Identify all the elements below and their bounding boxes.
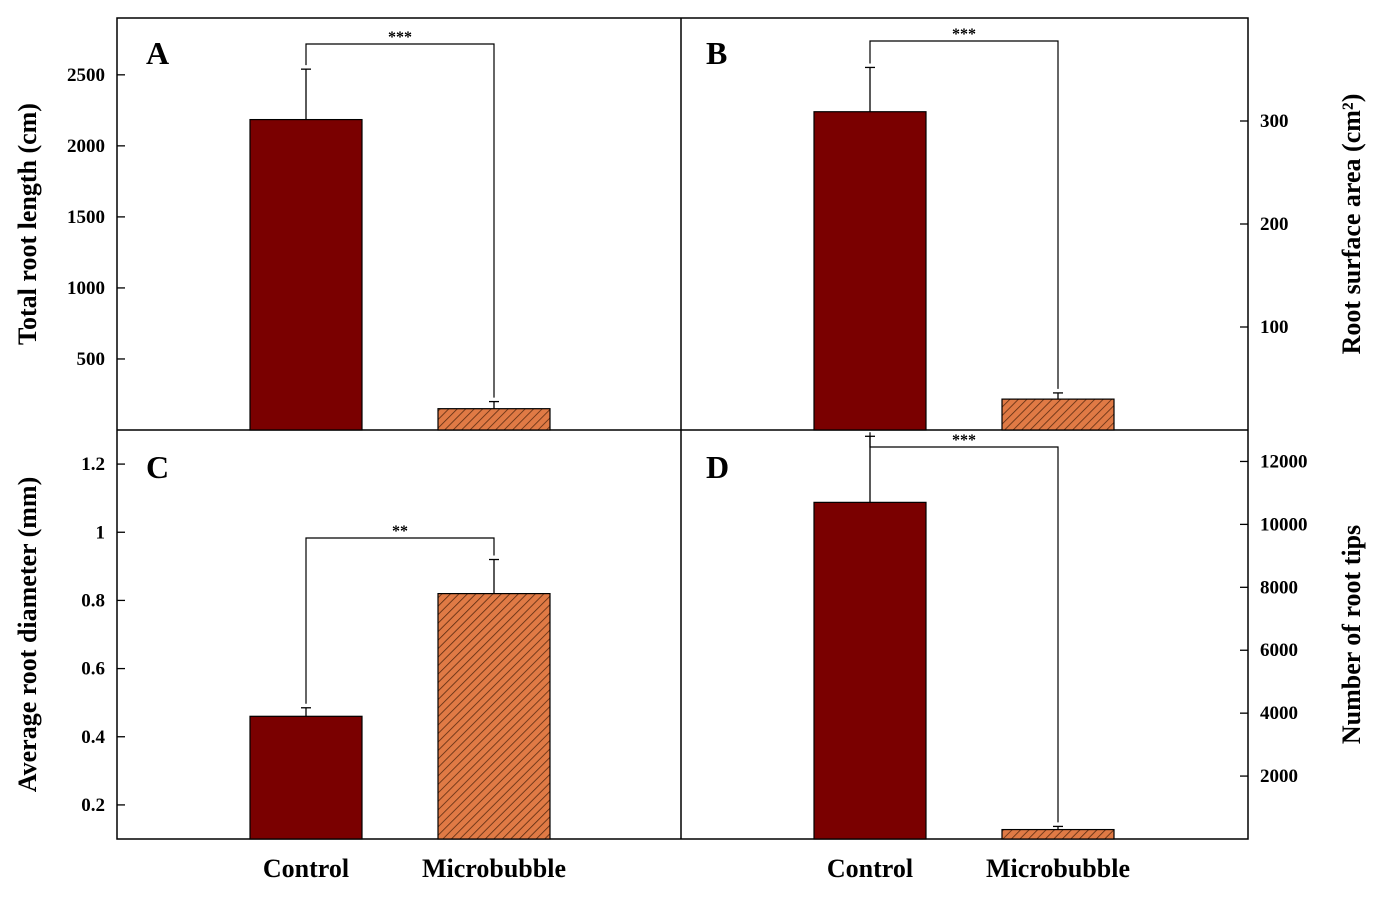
y-tick-label: 200 [1260,214,1289,235]
y-tick-label: 2500 [67,65,105,86]
y-tick-label: 6000 [1260,640,1298,661]
y-axis-label: Number of root tips [1337,525,1366,744]
y-tick-label: 2000 [67,136,105,157]
figure-frame [116,17,1249,840]
panel-b: B 100 200 300 Root surface area (cm²) *** [706,26,1366,431]
y-tick-label: 0.6 [81,659,105,680]
significance-bracket [305,537,495,704]
y-tick-label: 1500 [67,207,105,228]
y-tick-label: 100 [1260,317,1289,338]
y-tick-label: 1 [96,522,106,543]
panel-c: C 0.2 0.4 0.6 0.8 1 1.2 Average root diameter (… [13,449,566,883]
y-tick-label: 2000 [1260,766,1298,787]
x-category-label: Microbubble [422,854,566,883]
bar-control [249,715,363,840]
y-tick-label: 1.2 [81,454,105,475]
bar-microbubble [1001,828,1115,840]
y-tick-label: 0.4 [81,727,105,748]
bar-control [813,111,927,431]
bar-microbubble [1001,398,1115,431]
panel-letter: A [146,35,169,71]
significance-bracket [869,40,1059,389]
bar-control [813,501,927,840]
y-tick-label: 1000 [67,278,105,299]
x-category-label: Microbubble [986,854,1130,883]
bar-control [249,118,363,431]
y-tick-label: 500 [77,349,106,370]
bar-microbubble [437,408,551,431]
y-tick-label: 300 [1260,111,1289,132]
y-axis-label: Average root diameter (mm) [13,477,42,792]
panel-letter: C [146,449,169,485]
y-axis-label: Root surface area (cm²) [1337,94,1366,355]
y-tick-label: 10000 [1260,514,1308,535]
bar-microbubble [437,592,551,840]
significance-label: *** [952,26,976,43]
y-tick-label: 0.8 [81,590,105,611]
y-tick-label: 0.2 [81,795,105,816]
y-axis-label: Total root length (cm) [13,103,42,345]
significance-bracket [305,43,495,398]
x-category-label: Control [263,854,349,883]
significance-label: *** [952,432,976,449]
y-tick-label: 12000 [1260,451,1308,472]
x-category-label: Control [827,854,913,883]
y-tick-label: 8000 [1260,577,1298,598]
panel-d: D 2000 4000 6000 8000 10000 12000 Number of roo… [706,432,1366,883]
significance-label: *** [388,29,412,46]
significance-label: ** [392,523,408,540]
y-tick-label: 4000 [1260,703,1298,724]
panel-letter: B [706,35,727,71]
panel-a: A 500 1000 1500 2000 2500 Total root length (c… [13,29,551,431]
panel-letter: D [706,449,729,485]
significance-bracket [869,432,1059,823]
